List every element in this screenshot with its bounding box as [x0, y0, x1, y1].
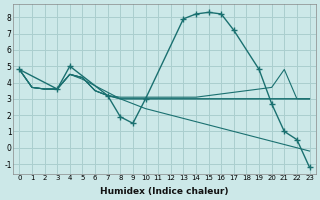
X-axis label: Humidex (Indice chaleur): Humidex (Indice chaleur)	[100, 187, 229, 196]
